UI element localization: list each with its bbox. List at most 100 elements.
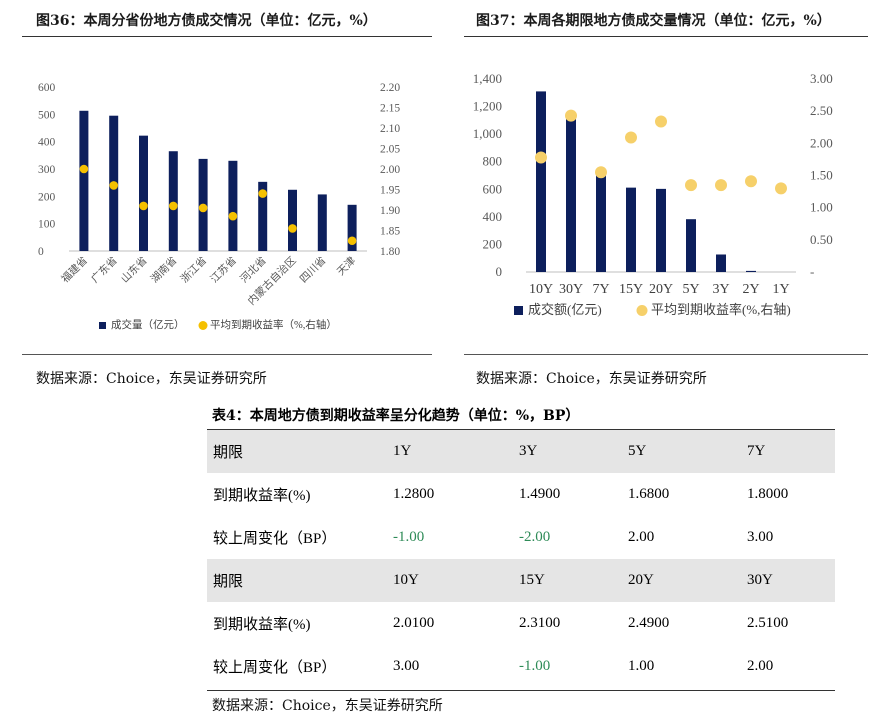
x-tick-label: 7Y — [592, 282, 609, 297]
table-cell: 2.5100 — [747, 615, 789, 631]
table-cell: 2.3100 — [519, 615, 561, 631]
x-tick-label: 福建省 — [59, 254, 90, 285]
x-tick-label: 浙江省 — [178, 254, 209, 285]
x-tick-label: 四川省 — [297, 254, 328, 285]
legend-yield-label: 平均到期收益率（%,右轴） — [210, 318, 337, 331]
table-cell: 到期收益率(%) — [213, 488, 311, 504]
y-left-tick-label: 1,400 — [473, 71, 502, 86]
y-left-tick-label: 600 — [483, 181, 503, 196]
bar — [228, 160, 238, 251]
table-cell: 5Y — [622, 430, 741, 473]
yield-point — [595, 166, 607, 179]
y-right-tick-label: 2.00 — [380, 164, 400, 176]
bar — [596, 175, 606, 272]
table-cell: 1.00 — [628, 658, 655, 674]
yield-point — [535, 151, 547, 164]
table-cell: 2.00 — [628, 529, 655, 545]
figure37-source: 数据来源：Choice，东吴证券研究所 — [476, 371, 707, 387]
y-right-tick-label: 2.10 — [380, 123, 400, 135]
figure37-chart: 0 200 400 600 800 1,000 1,200 1,400 - 0.50 1.00 1.5… — [473, 71, 833, 317]
y-left-tick-label: 600 — [38, 82, 56, 94]
y-right-tick-label: 2.20 — [380, 82, 400, 94]
figure37-bottom-rule — [464, 354, 868, 355]
y-right-tick-label: 2.15 — [380, 103, 400, 115]
yield-point — [655, 115, 667, 128]
x-tick-label: 内蒙古自治区 — [245, 254, 299, 308]
x-tick-label: 2Y — [742, 282, 759, 297]
bar — [536, 91, 546, 273]
table-cell: 到期收益率(%) — [213, 617, 311, 633]
y-right-tick-label: 1.50 — [810, 168, 833, 183]
x-tick-label: 30Y — [559, 282, 583, 297]
table-cell: -1.00 — [519, 658, 551, 674]
yield-point — [109, 181, 118, 190]
x-tick-label: 山东省 — [118, 254, 149, 285]
yield-point — [685, 179, 697, 192]
y-left-tick-label: 1,200 — [473, 99, 502, 114]
legend-bar-label: 成交量（亿元） — [111, 318, 185, 331]
table-cell: 20Y — [622, 559, 741, 602]
table-cell: 1.4900 — [519, 486, 561, 502]
table-cell: 30Y — [741, 559, 835, 602]
y-right-tick-label: 2.05 — [380, 144, 400, 156]
x-tick-label: 湖南省 — [148, 254, 179, 285]
table-row: 较上周变化（BP） 3.00 -1.00 1.00 2.00 — [207, 645, 835, 688]
y-left-tick-label: 200 — [38, 191, 56, 203]
legend-bar-swatch — [514, 306, 523, 315]
y-right-tick-label: 1.00 — [810, 200, 833, 215]
table-header-row: 期限 1Y 3Y 5Y 7Y — [207, 430, 835, 473]
y-left-tick-label: 1,000 — [473, 126, 502, 141]
figure36-chart: 0 100 200 300 400 500 600 1.80 1.85 1.90 1.95 2.00 2… — [38, 82, 400, 331]
bar — [686, 219, 696, 272]
y-left-tick-label: 200 — [483, 236, 503, 251]
bar — [626, 187, 636, 272]
bar — [746, 270, 756, 272]
y-left-tick-label: 0 — [38, 246, 44, 258]
bar — [288, 189, 297, 251]
figure36-title: 图36：本周分省份地方债成交情况（单位：亿元，%） — [36, 13, 377, 29]
table4-top-rule — [207, 429, 835, 430]
figure36-bottom-rule — [22, 354, 432, 355]
yield-point — [79, 164, 89, 174]
table-cell: -2.00 — [519, 529, 551, 545]
table-cell: 3Y — [513, 430, 622, 473]
x-tick-label: 广东省 — [88, 254, 119, 285]
table4-bottom-rule — [207, 690, 835, 691]
table-cell: 3.00 — [393, 658, 420, 674]
yield-point — [775, 182, 787, 195]
y-left-tick-label: 0 — [496, 264, 503, 279]
x-tick-label: 15Y — [619, 282, 643, 297]
x-tick-label: 3Y — [712, 282, 729, 297]
legend-yield-label: 平均到期收益率(%,右轴) — [651, 302, 791, 317]
table-cell: 2.0100 — [393, 615, 435, 631]
y-left-tick-label: 800 — [483, 154, 503, 169]
table-cell: 3.00 — [747, 529, 774, 545]
figure37-title: 图37：本周各期限地方债成交量情况（单位：亿元，%） — [476, 13, 831, 29]
bar — [258, 181, 268, 251]
y-left-tick-label: 400 — [38, 137, 56, 149]
y-left-tick-label: 500 — [38, 109, 56, 121]
table-cell: 期限 — [207, 559, 387, 602]
y-right-tick-label: 1.80 — [380, 246, 400, 258]
y-right-tick-label: 0.50 — [810, 232, 833, 247]
bar — [566, 114, 576, 272]
bar — [139, 135, 148, 251]
table-cell: 10Y — [387, 559, 513, 602]
bar — [716, 254, 726, 272]
table-header-row: 期限 10Y 15Y 20Y 30Y — [207, 559, 835, 602]
x-tick-label: 5Y — [682, 282, 699, 297]
yield-point — [565, 109, 577, 122]
table4-source: 数据来源：Choice，东吴证券研究所 — [212, 698, 443, 714]
legend-bar-swatch — [99, 322, 106, 329]
table-cell: -1.00 — [393, 529, 425, 545]
bar — [79, 110, 89, 251]
table-cell: 较上周变化（BP） — [213, 660, 337, 676]
legend-bar-label: 成交额(亿元) — [528, 302, 602, 317]
table-cell: 1Y — [387, 430, 513, 473]
table-cell: 7Y — [741, 430, 835, 473]
table-cell: 期限 — [207, 430, 387, 473]
yield-point — [169, 201, 178, 211]
yield-point — [258, 189, 267, 198]
yield-table: 期限 1Y 3Y 5Y 7Y 到期收益率(%) 1.2800 1.4900 1.… — [207, 430, 835, 688]
x-tick-label: 天津 — [335, 254, 359, 278]
